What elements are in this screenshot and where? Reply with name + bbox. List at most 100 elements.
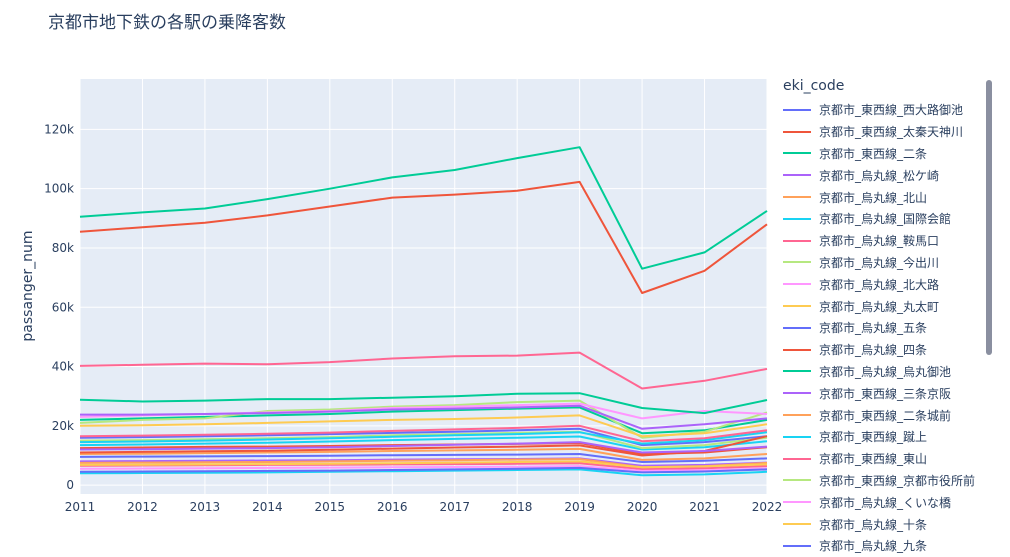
y-tick-label: 80k: [52, 241, 74, 255]
legend-swatch: [783, 152, 811, 155]
legend-swatch: [783, 523, 811, 526]
legend-label: 京都市_烏丸線_四条: [819, 343, 928, 358]
line-chart: 0 20k 40k 60k 80k 100k 120k 2011 2012 2013 2014 201…: [20, 79, 782, 514]
series-line-0: [79, 453, 768, 463]
legend-label: 京都市_烏丸線_九条: [819, 539, 928, 554]
series-line-15: [79, 468, 768, 477]
legend-swatch: [783, 370, 811, 373]
legend-label: 京都市_東西線_太秦天神川: [819, 125, 964, 140]
legend-item[interactable]: 京都市_烏丸線_くいな橋: [783, 491, 998, 513]
x-tick-label: 2016: [377, 500, 408, 514]
y-tick-label: 20k: [52, 419, 74, 433]
legend-label: 京都市_烏丸線_北大路: [819, 277, 940, 292]
legend-label: 京都市_烏丸線_国際会館: [819, 212, 952, 227]
legend-label: 京都市_東西線_蹴上: [819, 430, 928, 445]
legend-label: 京都市_烏丸線_北山: [819, 190, 928, 205]
legend-label: 京都市_烏丸線_鞍馬口: [819, 234, 940, 249]
legend-scrollbar[interactable]: [986, 80, 992, 355]
series-line-16: [79, 351, 768, 390]
x-tick-label: 2021: [689, 500, 720, 514]
legend-label: 京都市_東西線_東山: [819, 452, 928, 467]
y-tick-label: 120k: [44, 122, 74, 136]
x-tick-label: 2014: [252, 500, 283, 514]
legend-item[interactable]: 京都市_烏丸線_鞍馬口: [783, 230, 998, 252]
legend-swatch: [783, 261, 811, 264]
legend-item[interactable]: 京都市_東西線_二条: [783, 143, 998, 165]
legend-label: 京都市_東西線_二条: [819, 146, 928, 161]
legend-swatch: [783, 305, 811, 308]
legend-swatch: [783, 435, 811, 438]
legend-swatch: [783, 326, 811, 329]
legend-item[interactable]: 京都市_東西線_西大路御池: [783, 99, 998, 121]
x-tick-label: 2018: [502, 500, 533, 514]
legend-label: 京都市_烏丸線_五条: [819, 321, 928, 336]
legend-swatch: [783, 217, 811, 220]
legend-label: 京都市_烏丸線_十条: [819, 517, 928, 532]
y-axis-label: passanger_num: [20, 230, 36, 341]
legend-item[interactable]: 京都市_東西線_京都市役所前: [783, 470, 998, 492]
x-tick-label: 2019: [564, 500, 595, 514]
series-line-9: [79, 414, 768, 438]
x-tick-label: 2022: [752, 500, 783, 514]
legend-item[interactable]: 京都市_東西線_東山: [783, 448, 998, 470]
legend-swatch: [783, 283, 811, 286]
y-tick-label: 60k: [52, 300, 74, 314]
legend-item[interactable]: 京都市_烏丸線_四条: [783, 339, 998, 361]
legend-label: 京都市_烏丸線_松ケ崎: [819, 168, 940, 183]
legend-item[interactable]: 京都市_烏丸線_十条: [783, 513, 998, 535]
legend-label: 京都市_東西線_西大路御池: [819, 103, 964, 118]
legend-item[interactable]: 京都市_烏丸線_五条: [783, 317, 998, 339]
legend-swatch: [783, 348, 811, 351]
legend-swatch: [783, 239, 811, 242]
legend-swatch: [783, 108, 811, 111]
legend-label: 京都市_烏丸線_くいな橋: [819, 495, 952, 510]
legend-item[interactable]: 京都市_東西線_太秦天神川: [783, 121, 998, 143]
legend-item[interactable]: 京都市_烏丸線_今出川: [783, 252, 998, 274]
legend-swatch: [783, 392, 811, 395]
y-tick-label: 100k: [44, 182, 74, 196]
legend-label: 京都市_東西線_三条京阪: [819, 386, 952, 401]
legend-label: 京都市_東西線_京都市役所前: [819, 473, 976, 488]
legend-items: 京都市_東西線_西大路御池 京都市_東西線_太秦天神川 京都市_東西線_二条 京都市_…: [783, 99, 998, 557]
series-line-21: [79, 435, 768, 457]
series-line-3: [79, 457, 768, 467]
legend-swatch: [783, 130, 811, 133]
series-line-22: [79, 392, 768, 415]
x-tick-label: 2017: [439, 500, 470, 514]
legend-item[interactable]: 京都市_烏丸線_九条: [783, 535, 998, 557]
legend-item[interactable]: 京都市_烏丸線_松ケ崎: [783, 164, 998, 186]
series-line-11: [79, 180, 768, 294]
legend-swatch: [783, 501, 811, 504]
series-line-4: [79, 447, 768, 461]
legend: eki_code 京都市_東西線_西大路御池 京都市_東西線_太秦天神川 京都市_東…: [783, 78, 998, 557]
legend-swatch: [783, 479, 811, 482]
x-tick-label: 2011: [65, 500, 96, 514]
legend-item[interactable]: 京都市_東西線_蹴上: [783, 426, 998, 448]
legend-item[interactable]: 京都市_烏丸線_北大路: [783, 273, 998, 295]
chart-title: 京都市地下鉄の各駅の乗降客数: [48, 13, 286, 33]
legend-swatch: [783, 196, 811, 199]
y-tick-label: 40k: [52, 360, 74, 374]
x-tick-label: 2020: [627, 500, 658, 514]
legend-item[interactable]: 京都市_東西線_三条京阪: [783, 382, 998, 404]
legend-swatch: [783, 544, 811, 547]
series-lines: [79, 146, 768, 477]
x-tick-label: 2013: [190, 500, 221, 514]
legend-label: 京都市_東西線_二条城前: [819, 408, 952, 423]
legend-item[interactable]: 京都市_東西線_二条城前: [783, 404, 998, 426]
series-line-7: [79, 399, 768, 439]
legend-swatch: [783, 457, 811, 460]
legend-item[interactable]: 京都市_烏丸線_北山: [783, 186, 998, 208]
legend-item[interactable]: 京都市_烏丸線_国際会館: [783, 208, 998, 230]
y-tick-label: 0: [66, 478, 74, 492]
legend-swatch: [783, 414, 811, 417]
legend-item[interactable]: 京都市_烏丸線_丸太町: [783, 295, 998, 317]
x-tick-label: 2012: [127, 500, 158, 514]
legend-item[interactable]: 京都市_烏丸線_烏丸御池: [783, 361, 998, 383]
series-line-18: [79, 465, 768, 472]
series-line-5: [79, 435, 768, 451]
axis-ticks: 0 20k 40k 60k 80k 100k 120k 2011 2012 2013 2014 201…: [44, 122, 782, 514]
series-line-23: [79, 441, 768, 454]
legend-title: eki_code: [783, 78, 845, 94]
legend-swatch: [783, 174, 811, 177]
